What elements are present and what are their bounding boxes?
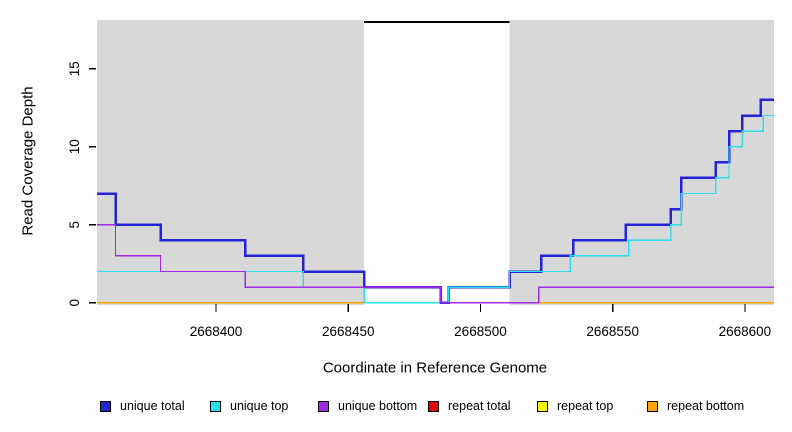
x-tick-label: 2668500 — [454, 324, 507, 339]
x-tick-label: 2668600 — [719, 324, 772, 339]
x-tick-label: 2668550 — [586, 324, 639, 339]
y-tick-label: 15 — [67, 61, 82, 76]
series-unique-bottom — [97, 224, 774, 304]
y-axis-title: Read Coverage Depth — [19, 86, 37, 236]
x-tick-label: 2668450 — [322, 324, 375, 339]
y-tick-label: 0 — [67, 299, 82, 307]
y-tick-label: 10 — [67, 139, 82, 154]
repeat-gap-band — [364, 20, 510, 305]
x-tick-label: 2668400 — [190, 324, 243, 339]
x-axis-title: Coordinate in Reference Genome — [322, 359, 548, 377]
y-tick-label: 5 — [67, 221, 82, 229]
series-unique-top — [97, 114, 774, 304]
